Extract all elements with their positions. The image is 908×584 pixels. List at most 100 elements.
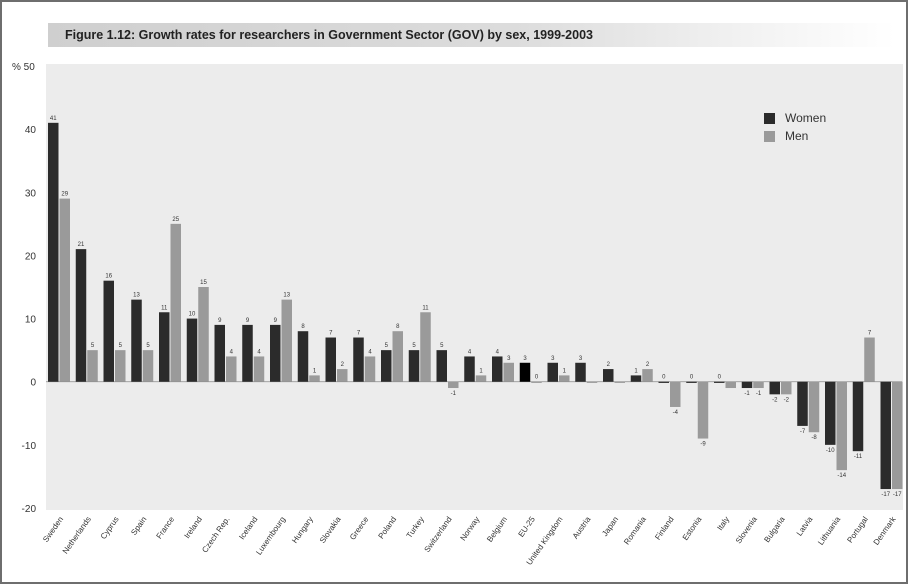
data-label-women: 0 [690,375,694,381]
bar-women [186,318,198,382]
data-label-men: 25 [172,217,179,223]
bar-men [892,381,903,490]
bar-women [242,324,253,382]
bar-men [87,350,98,382]
data-label-women: -10 [826,448,835,454]
bar-men [364,356,376,382]
category-label: France [154,515,176,541]
data-label-women: 9 [218,318,222,324]
bar-women [103,280,114,382]
y-tick-label: 20 [25,251,37,262]
bar-men [781,381,792,395]
data-label-women: 7 [329,331,333,337]
bar-women [852,381,864,452]
data-label-women: 41 [50,116,57,122]
data-label-men: -8 [811,435,817,441]
data-label-men: 4 [368,349,372,355]
bar-men [586,381,598,383]
bar-men [281,299,292,382]
category-label: Slovenia [734,515,759,546]
data-label-men: 4 [257,349,261,355]
category-label: Bulgaria [762,515,787,545]
data-label-men: 29 [61,192,68,198]
bar-men [337,369,348,382]
y-axis-label: % 50 [12,62,35,73]
category-label: Iceland [237,515,259,541]
bar-men [226,356,237,382]
data-label-men: 4 [230,349,234,355]
bar-men [253,356,265,382]
category-label: Estonia [681,515,704,542]
data-label-men: 2 [646,362,650,368]
bar-women [714,381,725,383]
bar-men [115,350,126,382]
bar-women [353,337,364,382]
bar-men [448,381,459,389]
bar-women [159,312,170,382]
plot-area [46,64,903,510]
y-tick-label: 40 [25,125,37,136]
y-tick-label: 30 [25,188,37,199]
data-label-women: 4 [496,349,500,355]
bar-men [642,369,653,382]
data-label-women: 7 [357,331,361,337]
bar-men [170,223,181,382]
category-label: Cyprus [99,515,121,541]
data-label-women: 5 [440,343,444,349]
data-label-men: -14 [837,473,846,479]
category-label: Greece [348,515,371,542]
data-label-men: 1 [563,368,567,374]
data-label-women: -2 [772,397,778,403]
bar-men [697,381,709,439]
category-label: Norway [458,515,481,542]
bar-men [614,381,625,383]
legend-item-men: Men [764,127,826,145]
bar-women [75,249,87,382]
y-tick-label: -10 [22,441,37,452]
data-label-men: 13 [283,293,290,299]
data-label-men: -17 [893,492,902,498]
bar-women [741,381,753,389]
bar-women [603,369,614,382]
data-label-women: 3 [523,356,527,362]
category-label: Hungary [290,515,315,545]
bar-men [420,312,431,382]
data-label-women: 16 [105,274,112,280]
category-label: Finland [653,515,675,542]
data-label-men: 15 [200,280,207,286]
bar-men [309,375,320,382]
bar-women [769,381,780,395]
data-label-women: -17 [881,492,890,498]
legend-label-men: Men [785,129,809,143]
data-label-men: -1 [756,391,762,397]
bar-men [670,381,681,407]
bar-men [59,198,70,382]
category-label: Sweden [41,515,65,544]
data-label-women: -11 [854,454,863,460]
data-label-women: 4 [468,349,472,355]
bar-women [381,350,392,382]
bar-men [836,381,847,471]
bar-women [797,381,808,426]
bar-men [725,381,736,389]
bar-men [559,375,570,382]
category-label: Portugal [845,515,870,545]
data-label-men: 1 [313,368,317,374]
data-label-men: 11 [422,305,429,311]
data-label-men: -2 [784,397,790,403]
data-label-women: 5 [412,343,416,349]
data-label-women: 8 [301,324,305,330]
category-label: EU-25 [517,515,538,539]
bar-women [547,362,558,382]
category-label: Luxembourg [254,515,287,557]
data-label-women: 9 [274,318,278,324]
data-label-women: 3 [579,356,583,362]
category-label: Romania [622,515,648,547]
data-label-women: 11 [161,305,168,311]
data-label-men: -9 [700,442,706,448]
bar-women [519,362,531,382]
category-label: Switzerland [423,515,454,554]
chart-title: Figure 1.12: Growth rates for researcher… [65,28,593,42]
